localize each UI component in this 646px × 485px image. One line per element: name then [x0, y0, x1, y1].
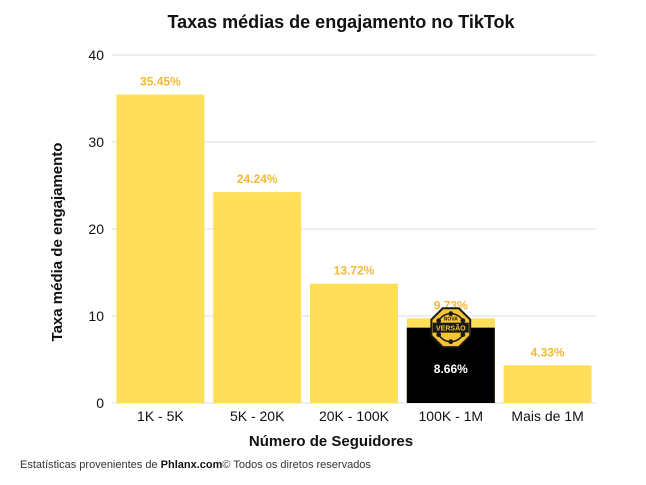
bar-value-label: 13.72%	[334, 264, 375, 278]
footer-suffix: © Todos os diretos reservados	[222, 459, 371, 471]
badge-line1: NOVA	[444, 317, 458, 323]
bar-value-label: 4.33%	[531, 345, 565, 359]
x-tick-label: 1K - 5K	[137, 408, 184, 424]
bar-value-label: 35.45%	[140, 75, 181, 89]
y-tick-label: 40	[88, 47, 104, 63]
bar	[310, 283, 398, 403]
bars: 35.45%24.24%13.72%9.73%4.33%8.66%	[116, 75, 592, 404]
badge-dot	[460, 318, 466, 324]
x-tick-label: 20K - 100K	[319, 408, 390, 424]
y-tick-label: 20	[88, 221, 104, 237]
bar-value-label: 8.66%	[434, 362, 468, 376]
footer-brand: Phlanx.com	[160, 459, 223, 471]
y-tick-label: 30	[88, 134, 104, 150]
badge-dot	[448, 311, 454, 317]
badge-ribbon	[432, 322, 469, 333]
footer-prefix: Estatísticas provenientes de	[20, 459, 158, 471]
x-tick-label: 100K - 1M	[419, 408, 484, 424]
y-tick-label: 0	[96, 395, 104, 411]
badge-dot	[436, 318, 442, 324]
x-tick-label: 5K - 20K	[230, 408, 285, 424]
badge-line2: VERSÃO	[436, 324, 466, 333]
badge-dot	[448, 339, 454, 345]
y-axis-label: Taxa média de engajamento	[49, 143, 66, 342]
x-axis-label: Número de Seguidores	[249, 433, 413, 450]
bar	[213, 192, 302, 403]
chart-title: Taxas médias de engajamento no TikTok	[167, 12, 515, 32]
bar	[116, 94, 205, 404]
y-axis-ticks: 0 10 20 30 40	[88, 47, 104, 411]
y-tick-label: 10	[88, 308, 104, 324]
badge-dot	[436, 332, 442, 338]
bar-value-label: 24.24%	[237, 172, 278, 186]
bar	[503, 365, 592, 403]
x-axis-ticks: 1K - 5K 5K - 20K 20K - 100K 100K - 1M Mais d…	[137, 408, 584, 424]
x-tick-label: Mais de 1M	[511, 408, 583, 424]
badge-dot	[460, 332, 466, 338]
footer-credit: Estatísticas provenientes de Phlanx.com©…	[20, 459, 371, 471]
